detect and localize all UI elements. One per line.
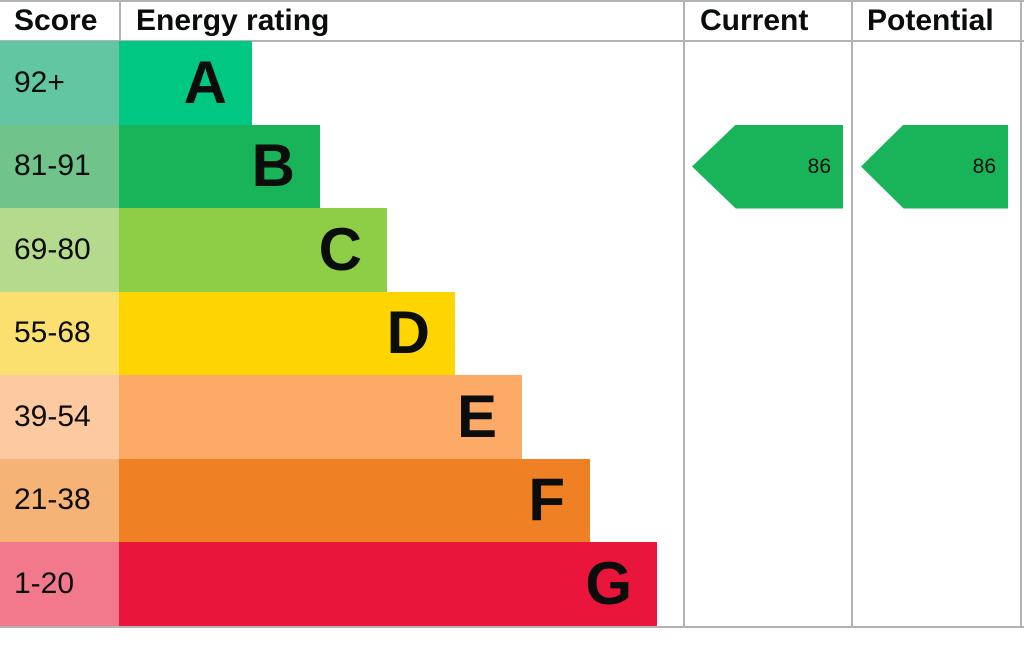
band-rows: 92+ A 81-91 B 69-80 C 55-68 D 39-54 E 21…	[0, 41, 683, 626]
header-potential: Potential	[867, 3, 994, 37]
current-column-divider-line	[683, 0, 685, 626]
band-bar: B	[119, 124, 320, 208]
band-score-range: 81-91	[0, 124, 119, 208]
potential-rating-arrow: 86	[861, 124, 1008, 209]
header-row: Score Energy rating Current Potential	[0, 1, 1024, 40]
band-bar: E	[119, 375, 522, 459]
band-score-range: 21-38	[0, 458, 119, 542]
chart-bottom-border-line	[0, 626, 1024, 628]
band-score-range: 39-54	[0, 375, 119, 459]
band-bar: G	[119, 542, 657, 626]
potential-column-divider-line	[851, 0, 853, 626]
band-bar: C	[119, 208, 387, 292]
band-row: 39-54 E	[0, 375, 683, 459]
band-row: 21-38 F	[0, 458, 683, 542]
header-score: Score	[14, 3, 98, 37]
current-rating-value: 86	[807, 154, 831, 178]
band-row: 81-91 B	[0, 124, 683, 208]
band-row: 1-20 G	[0, 542, 683, 626]
band-score-range: 1-20	[0, 542, 119, 626]
band-row: 55-68 D	[0, 291, 683, 375]
band-row: 92+ A	[0, 41, 683, 125]
band-bar: F	[119, 458, 590, 542]
band-score-range: 55-68	[0, 291, 119, 375]
header-bottom-border-line	[0, 40, 1024, 42]
band-row: 69-80 C	[0, 208, 683, 292]
header-current: Current	[700, 3, 809, 37]
band-score-range: 92+	[0, 41, 119, 125]
score-column-divider-line	[119, 0, 121, 40]
header-energy-rating: Energy rating	[136, 3, 330, 37]
band-score-range: 69-80	[0, 208, 119, 292]
band-bar: D	[119, 291, 455, 375]
potential-rating-value: 86	[972, 154, 996, 178]
top-border-line	[0, 0, 1024, 2]
right-border-line	[1020, 0, 1022, 626]
band-bar: A	[119, 41, 252, 125]
current-rating-arrow: 86	[692, 124, 843, 209]
